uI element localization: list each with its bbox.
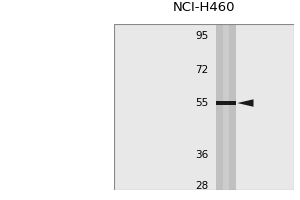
- Text: 55: 55: [195, 98, 208, 108]
- Text: NCI-H460: NCI-H460: [173, 1, 235, 14]
- Polygon shape: [237, 99, 254, 107]
- Bar: [223, 24, 229, 190]
- Text: 28: 28: [195, 181, 208, 191]
- Bar: [216, 24, 236, 190]
- Bar: [216, 101, 236, 105]
- Text: 95: 95: [195, 31, 208, 41]
- Text: 36: 36: [195, 150, 208, 160]
- Text: 72: 72: [195, 65, 208, 75]
